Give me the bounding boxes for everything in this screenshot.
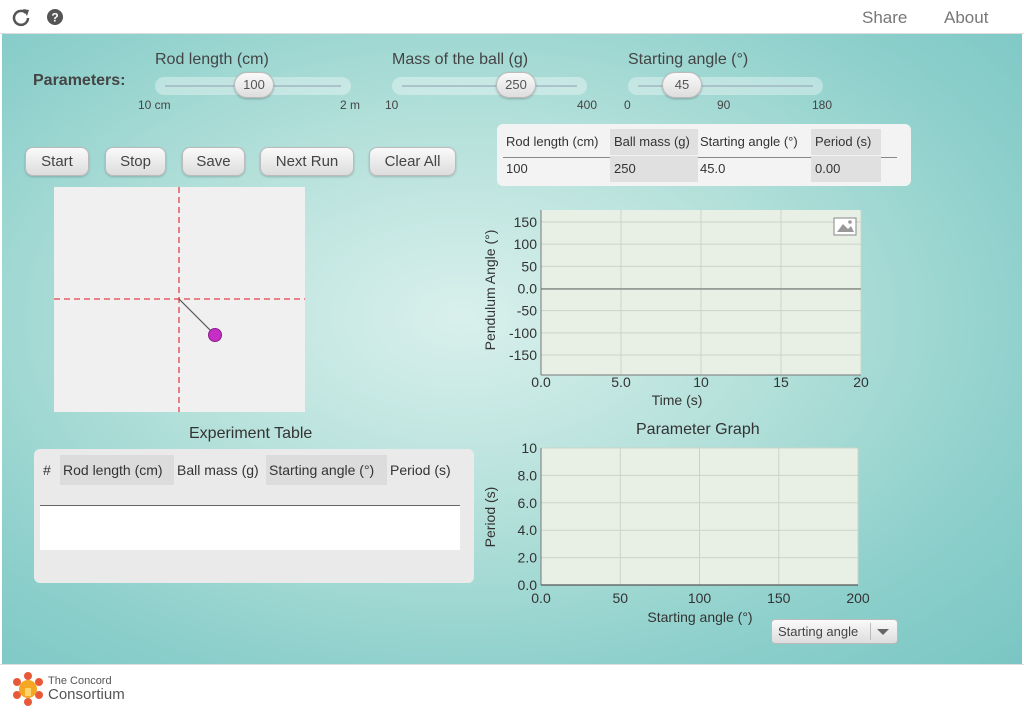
x-tick-label: 0.0 [531,590,551,606]
parameter-y-ticks: 10 8.0 6.0 4.0 2.0 0.0 [518,440,538,593]
ball-mass-slider[interactable] [392,77,587,95]
value-rod-length: 100 [506,161,528,176]
starting-angle-slider[interactable] [628,77,823,95]
value-starting-angle: 45.0 [700,161,726,176]
logo-line-2: Consortium [48,686,125,703]
current-run-table: Rod length (cm) Ball mass (g) Starting a… [497,124,911,186]
x-tick-label: 10 [693,374,709,390]
parameter-graph-title: Parameter Graph [636,421,760,438]
exp-table-body [40,506,460,550]
concord-logo-icon [13,672,43,706]
parameter-select-value: Starting angle [778,624,859,639]
angle-y-ticks: 150 100 50 0.0 -50 -100 -150 [509,214,537,363]
logo-line-1: The Concord [48,675,112,687]
header-ball-mass: Ball mass (g) [610,129,698,155]
parameter-x-label: Starting angle (°) [647,609,752,625]
header-period: Period (s) [811,129,881,155]
exp-header-rod-length: Rod length (cm) [60,455,174,485]
parameter-y-label: Period (s) [482,487,498,548]
pendulum-angle-graph: 150 100 50 0.0 -50 -100 -150 0.0 5.0 10 15 20 Time… [482,210,869,408]
exp-header-period: Period (s) [390,462,451,478]
ball-mass-max: 400 [577,98,598,112]
dropdown-separator [870,623,871,640]
svg-text:?: ? [51,11,58,25]
starting-angle-max: 180 [812,98,833,112]
parameter-graph: 10 8.0 6.0 4.0 2.0 0.0 0.0 50 100 150 200 Startin… [482,440,870,625]
rod-length-title: Rod length (cm) [155,51,269,68]
about-link[interactable]: About [944,8,989,27]
y-tick-label: 2.0 [518,550,538,566]
parameter-select[interactable]: Starting angle [771,619,898,644]
help-icon[interactable]: ? [45,7,65,27]
ball-mass-title: Mass of the ball (g) [392,51,529,68]
exp-header-starting-angle: Starting angle (°) [266,455,387,485]
angle-y-label: Pendulum Angle (°) [482,230,498,351]
pendulum-svg [54,187,305,412]
share-link[interactable]: Share [862,8,908,27]
y-tick-label: 150 [514,214,538,230]
y-tick-label: 100 [514,236,538,252]
y-tick-label: 0.0 [518,577,538,593]
parameters-label: Parameters: [33,72,126,89]
top-bar: ? Share About [0,0,1024,34]
angle-x-ticks: 0.0 5.0 10 15 20 [531,374,869,390]
y-tick-label: 10 [521,440,537,456]
experiment-table-title: Experiment Table [189,425,313,442]
value-period: 0.00 [811,156,881,182]
footer: The Concord Consortium [0,664,1024,712]
exp-table-divider [40,505,460,506]
exp-header-index: # [43,462,51,478]
experiment-table: # Rod length (cm) Ball mass (g) Starting… [34,449,474,583]
x-tick-label: 0.0 [531,374,551,390]
stop-button[interactable]: Stop [105,147,166,176]
starting-angle-title: Starting angle (°) [628,51,749,68]
y-tick-label: -150 [509,347,537,363]
value-ball-mass: 250 [610,156,698,182]
x-tick-label: 100 [688,590,712,606]
next-run-button[interactable]: Next Run [260,147,354,176]
x-tick-label: 50 [612,590,628,606]
x-tick-label: 20 [853,374,869,390]
reload-icon[interactable] [11,7,31,27]
exp-header-ball-mass: Ball mass (g) [177,462,259,478]
y-tick-label: -50 [517,303,537,319]
parameter-x-ticks: 0.0 50 100 150 200 [531,590,870,606]
x-tick-label: 200 [846,590,870,606]
header-rod-length: Rod length (cm) [506,134,599,149]
starting-angle-handle[interactable]: 45 [662,72,702,98]
y-tick-label: 6.0 [518,495,538,511]
table-divider [503,157,897,158]
rod-length-min: 10 cm [138,98,171,112]
pendulum-view [54,187,305,412]
angle-x-label: Time (s) [652,392,703,408]
starting-angle-min: 0 [624,98,631,112]
ball-mass-handle[interactable]: 250 [496,72,536,98]
starting-angle-mid: 90 [717,98,731,112]
ball-mass-min: 10 [385,98,399,112]
clear-all-button[interactable]: Clear All [369,147,456,176]
rod-length-max: 2 m [340,98,361,112]
y-tick-label: 4.0 [518,522,538,538]
x-tick-label: 15 [773,374,789,390]
chevron-down-icon[interactable] [877,629,889,635]
y-tick-label: 0.0 [518,281,538,297]
header-starting-angle: Starting angle (°) [700,134,798,149]
rod-length-handle[interactable]: 100 [234,72,274,98]
y-tick-label: 8.0 [518,467,538,483]
image-icon[interactable] [833,217,857,236]
x-tick-label: 150 [767,590,791,606]
start-button[interactable]: Start [25,147,89,176]
pendulum-ball[interactable] [208,328,222,342]
save-button[interactable]: Save [182,147,245,176]
y-tick-label: 50 [521,258,537,274]
x-tick-label: 5.0 [611,374,631,390]
y-tick-label: -100 [509,325,537,341]
pendulum-rod [178,298,215,335]
